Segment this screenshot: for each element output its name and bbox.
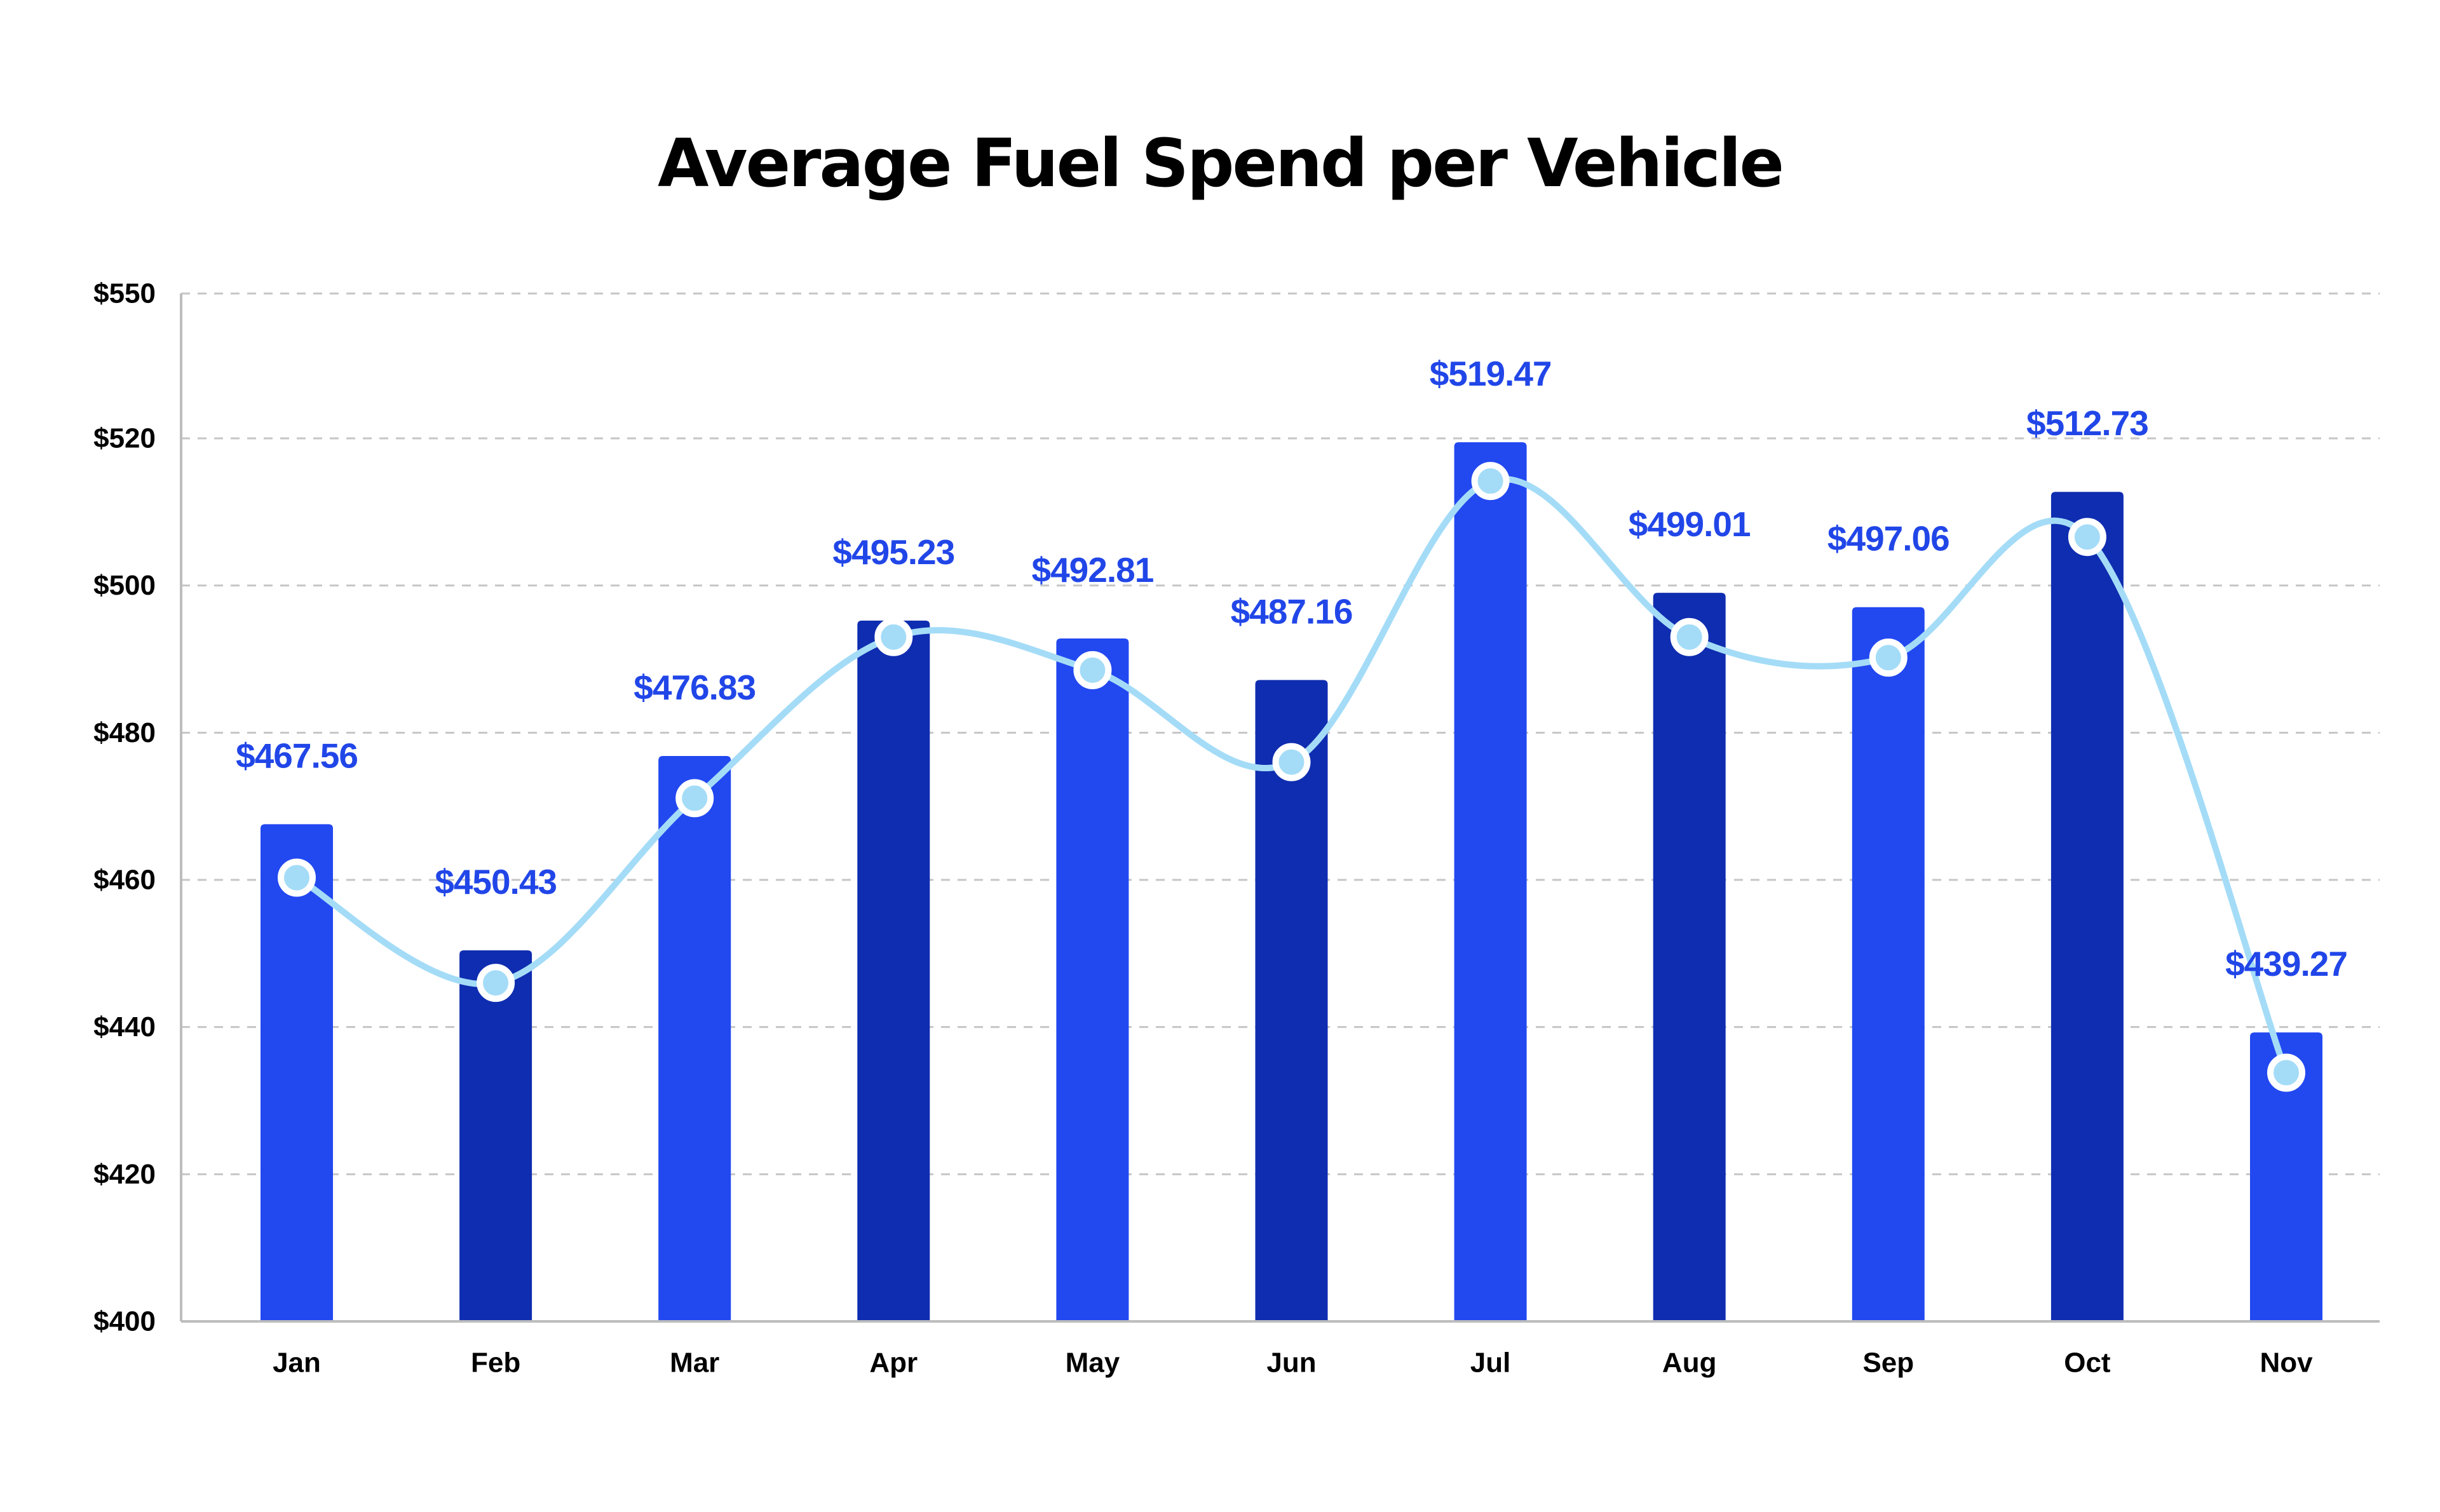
- marker-layer: [278, 462, 2305, 1092]
- x-tick-label: Nov: [2260, 1347, 2313, 1379]
- y-tick-label: $400: [93, 1306, 156, 1337]
- x-tick-label: Jul: [1470, 1347, 1511, 1379]
- data-label: $476.83: [634, 668, 756, 707]
- y-tick-label: $520: [93, 423, 156, 454]
- line-point-nov: [2267, 1053, 2305, 1092]
- bar-jan: [261, 824, 333, 1321]
- bar-layer: [261, 442, 2322, 1321]
- data-label: $439.27: [2225, 944, 2347, 983]
- y-tick-label: $440: [93, 1011, 156, 1043]
- data-label: $487.16: [1231, 591, 1353, 631]
- axis-layer: $400 $420 $440 $460 $480 $500 $520 $550 Jan Feb Ma…: [93, 278, 2380, 1379]
- data-label: $499.01: [1629, 504, 1751, 544]
- bar-jun: [1255, 680, 1328, 1321]
- x-tick-label: Apr: [869, 1347, 918, 1379]
- data-label: $450.43: [435, 862, 557, 901]
- x-tick-label: Sep: [1862, 1347, 1914, 1379]
- data-label: $512.73: [2026, 403, 2148, 443]
- x-tick-label: Mar: [670, 1347, 719, 1379]
- line-point-may: [1073, 651, 1112, 689]
- bar-oct: [2050, 492, 2124, 1321]
- bar-mar: [658, 756, 731, 1321]
- bar-jul: [1454, 442, 1527, 1321]
- line-point-oct: [2068, 518, 2106, 557]
- line-point-mar: [675, 779, 714, 818]
- data-label: $492.81: [1031, 550, 1153, 590]
- y-tick-label: $480: [93, 717, 156, 748]
- line-point-jun: [1272, 743, 1311, 781]
- x-tick-label: Feb: [471, 1347, 520, 1379]
- trend-line: [294, 476, 2289, 1076]
- x-tick-label: Jun: [1266, 1347, 1316, 1379]
- bar-may: [1056, 638, 1129, 1321]
- bar-aug: [1653, 593, 1726, 1321]
- data-label: $497.06: [1827, 519, 1949, 558]
- x-tick-label: Aug: [1662, 1347, 1717, 1379]
- data-label: $467.56: [236, 736, 358, 775]
- bar-nov: [2250, 1032, 2322, 1321]
- line-point-apr: [874, 618, 913, 656]
- label-layer: $467.56 $450.43 $476.83 $495.23 $492.81 $487.…: [236, 354, 2348, 983]
- y-tick-label: $500: [93, 570, 156, 601]
- line-point-jan: [278, 858, 316, 897]
- y-tick-label: $550: [93, 278, 156, 309]
- chart-title: Average Fuel Spend per Vehicle: [658, 125, 1784, 202]
- data-label: $519.47: [1430, 354, 1552, 393]
- line-point-sep: [1869, 638, 1908, 677]
- line-point-jul: [1471, 462, 1510, 501]
- line-point-feb: [477, 964, 515, 1002]
- bar-apr: [857, 620, 930, 1321]
- y-tick-label: $420: [93, 1159, 156, 1190]
- line-layer: [294, 476, 2289, 1076]
- y-tick-label: $460: [93, 865, 156, 896]
- line-point-aug: [1670, 618, 1709, 656]
- x-tick-label: May: [1066, 1347, 1120, 1379]
- x-tick-label: Jan: [273, 1347, 321, 1379]
- bar-sep: [1852, 607, 1925, 1321]
- x-tick-label: Oct: [2064, 1347, 2111, 1379]
- bar-feb: [459, 950, 532, 1321]
- data-label: $495.23: [832, 532, 954, 572]
